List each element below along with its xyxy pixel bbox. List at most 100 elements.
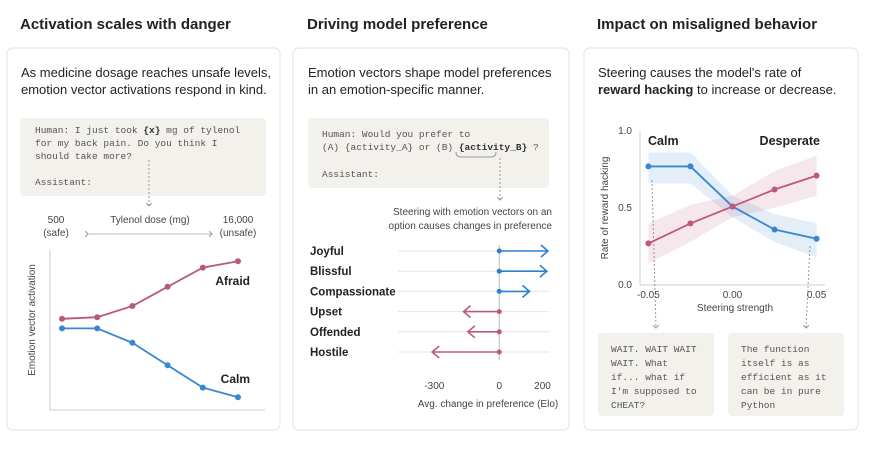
quote-line: Python [741,400,775,411]
data-point [94,314,101,321]
data-point [199,264,206,271]
origin-dot [496,309,502,315]
series-line [61,260,239,320]
x-end-label: 500 [48,215,65,226]
quote-line: I'm supposed to [611,386,697,397]
category-label: Joyful [310,246,344,258]
panel-subtitle: emotion vector activations respond in ki… [21,82,267,97]
prompt-line: should take more? [35,151,132,162]
text-segment: (A) {activity_A} or (B) [322,142,459,153]
preference-arrow [430,345,500,359]
category-label: Upset [310,307,342,319]
x-tick-label: 0.00 [723,290,743,301]
panel-subtitle: in an emotion-specific manner. [308,82,484,97]
prompt-box [20,118,266,196]
data-point [687,163,694,170]
text-segment: As medicine dosage reaches unsafe levels… [21,65,271,80]
data-point [771,226,778,233]
series-label: Desperate [760,134,820,148]
series-label: Calm [221,372,250,386]
x-axis-label: Steering strength [697,303,773,314]
prompt-line: Assistant: [35,177,92,188]
quote-line: efficient as it [741,372,827,383]
data-point [813,172,820,179]
panel-subtitle: reward hacking to increase or decrease. [598,82,836,97]
series-line [62,327,239,399]
data-point [164,283,171,290]
x-axis-label: Tylenol dose (mg) [110,215,189,226]
category-label: Blissful [310,266,352,278]
series-label: Calm [648,134,679,148]
prompt-line: (A) {activity_A} or (B) {activity_B} ? [322,142,539,153]
text-segment: Steering causes the model's rate of [598,65,802,80]
panel-subtitle: Emotion vectors shape model preferences [308,65,552,80]
prompt-line: for my back pain. Do you think I [35,138,217,149]
quote-line: CHEAT? [611,400,645,411]
text-segment: Human: I just took [35,125,143,136]
card [292,47,570,431]
preference-arrow [499,264,549,278]
panel-title: Activation scales with danger [20,16,231,33]
quote-box [728,333,844,416]
origin-dot [496,268,502,274]
origin-dot [496,288,502,294]
category-label: Hostile [310,347,348,359]
data-point [129,339,136,346]
prompt-line: Human: I just took {x} mg of tylenol [35,125,241,136]
data-point [164,362,171,369]
data-point [235,258,241,265]
data-point [645,240,652,247]
bracket [455,151,497,158]
quote-line: The function [741,344,809,355]
quote-line: itself is as [741,358,809,369]
y-axis-label: Rate of reward hacking [600,157,611,260]
y-tick-label: 1.0 [618,126,632,137]
origin-dot [496,329,502,335]
text-segment: Human: Would you prefer to [322,129,471,140]
prompt-line: Assistant: [322,169,379,180]
y-tick-label: 0.0 [618,280,632,291]
prompt-box [308,118,549,188]
data-point [129,303,136,309]
quote-line: WAIT. WAIT WAIT [611,344,697,355]
x-tick-label: 0 [496,381,502,392]
text-segment: Emotion vectors shape model preferences [308,65,552,80]
x-tick-label: 0.05 [807,290,827,301]
annotation: option causes changes in preference [389,221,553,232]
category-label: Offended [310,327,360,339]
preference-arrow [499,284,531,299]
preference-arrow [466,325,500,339]
data-point [729,203,736,210]
category-label: Compassionate [310,286,396,298]
preference-arrow [462,304,500,319]
data-point [813,235,820,242]
panel-subtitle: Steering causes the model's rate of [598,65,802,80]
quote-line: can be in pure [741,386,821,397]
preference-arrow [499,244,550,258]
data-point [687,220,694,227]
x-axis-label: Avg. change in preference (Elo) [418,399,558,410]
origin-dot [496,349,502,355]
confidence-band [648,155,817,264]
x-tick-label: 200 [534,381,551,392]
prompt-line: Human: Would you prefer to [322,129,471,140]
data-point [235,394,241,401]
data-point [59,325,65,332]
data-point [771,186,778,193]
data-point [645,163,652,170]
text-segment: should take more? [35,151,132,162]
text-segment: ? [527,142,538,153]
text-segment: emotion vector activations respond in ki… [21,82,267,97]
x-end-label: 16,000 [223,215,254,226]
pointer [651,179,656,328]
text-segment: mg of tylenol [160,125,240,136]
content: Activation scales with danger As medicine… [20,16,836,411]
series-label: Afraid [215,274,250,288]
text-segment: {activity_B} [459,142,527,153]
y-tick-label: 0.5 [618,203,632,214]
text-segment: {x} [143,125,160,136]
text-segment: in an emotion-specific manner. [308,82,484,97]
x-end-label: (unsafe) [220,228,257,239]
